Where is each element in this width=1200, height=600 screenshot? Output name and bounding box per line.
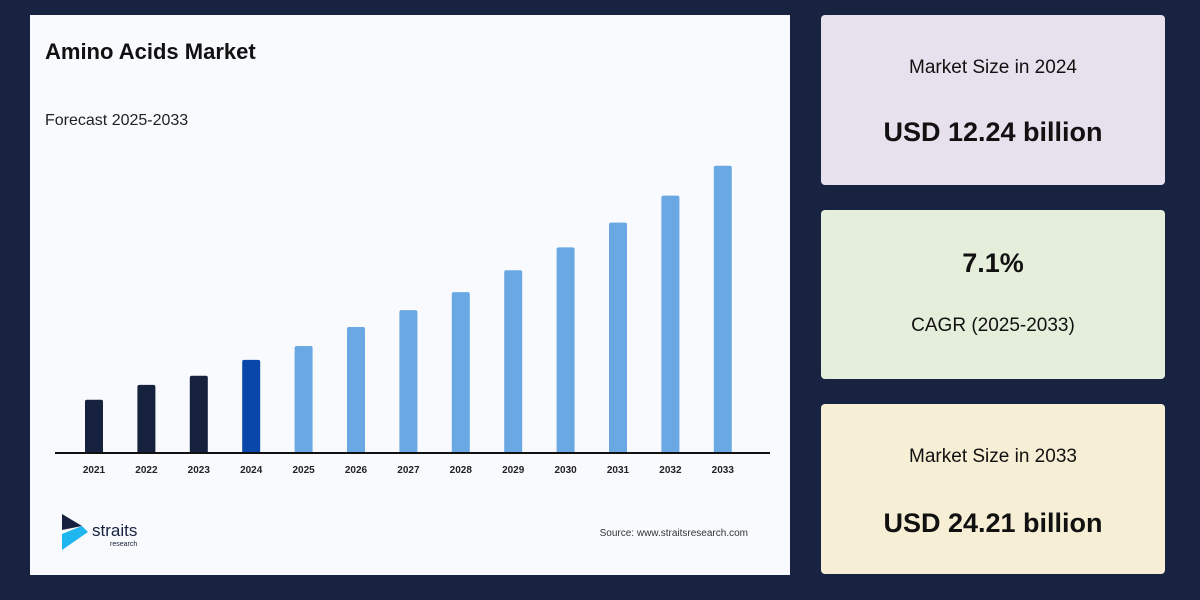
market-size-2033-card: Market Size in 2033 USD 24.21 billion bbox=[821, 404, 1165, 574]
card-label: Market Size in 2033 bbox=[909, 446, 1077, 467]
bar-2023 bbox=[189, 375, 208, 453]
x-tick-label: 2026 bbox=[345, 465, 368, 476]
card-label: CAGR (2025-2033) bbox=[911, 315, 1075, 336]
bar-2031 bbox=[609, 222, 627, 453]
x-tick-label: 2031 bbox=[607, 465, 630, 476]
market-size-2024-card: Market Size in 2024 USD 12.24 billion bbox=[821, 15, 1165, 185]
svg-text:straits: straits bbox=[92, 521, 137, 540]
card-value: 7.1% bbox=[962, 248, 1024, 278]
bar-2025 bbox=[294, 345, 313, 453]
bar-2024 bbox=[242, 359, 261, 453]
card-value: USD 12.24 billion bbox=[883, 117, 1103, 147]
card-value: USD 24.21 billion bbox=[883, 508, 1103, 538]
chart-panel: Amino Acids Market Forecast 2025-2033 20… bbox=[30, 15, 790, 575]
x-tick-label: 2025 bbox=[292, 465, 315, 476]
card-label: Market Size in 2024 bbox=[909, 57, 1077, 78]
x-tick-label: 2029 bbox=[502, 465, 525, 476]
x-tick-label: 2028 bbox=[450, 465, 473, 476]
chart-subtitle: Forecast 2025-2033 bbox=[45, 112, 189, 129]
bar-2022 bbox=[137, 384, 156, 453]
cagr-card: 7.1% CAGR (2025-2033) bbox=[821, 210, 1165, 379]
source-text: Source: www.straitsresearch.com bbox=[599, 528, 748, 539]
x-tick-label: 2027 bbox=[397, 465, 420, 476]
x-tick-label: 2023 bbox=[188, 465, 211, 476]
bar-2026 bbox=[347, 327, 365, 453]
x-tick-label: 2032 bbox=[659, 465, 682, 476]
bar-2033 bbox=[713, 165, 732, 454]
bar-chart: 2021 2022 2023 2024 2025 2026 2027 2028 2029 2030… bbox=[55, 165, 770, 476]
svg-text:research: research bbox=[110, 541, 137, 548]
bar-2027 bbox=[399, 310, 418, 453]
bar-2021 bbox=[85, 399, 103, 453]
bar-2029 bbox=[504, 270, 523, 453]
x-tick-label: 2030 bbox=[554, 465, 577, 476]
bar-2030 bbox=[556, 247, 575, 453]
x-tick-label: 2033 bbox=[712, 465, 735, 476]
x-tick-label: 2024 bbox=[240, 465, 263, 476]
chart-title: Amino Acids Market bbox=[45, 39, 256, 64]
x-tick-label: 2022 bbox=[135, 465, 158, 476]
bar-2032 bbox=[661, 195, 680, 453]
x-tick-label: 2021 bbox=[83, 465, 106, 476]
bar-2028 bbox=[451, 292, 470, 453]
straits-logo: straits research bbox=[62, 514, 137, 550]
